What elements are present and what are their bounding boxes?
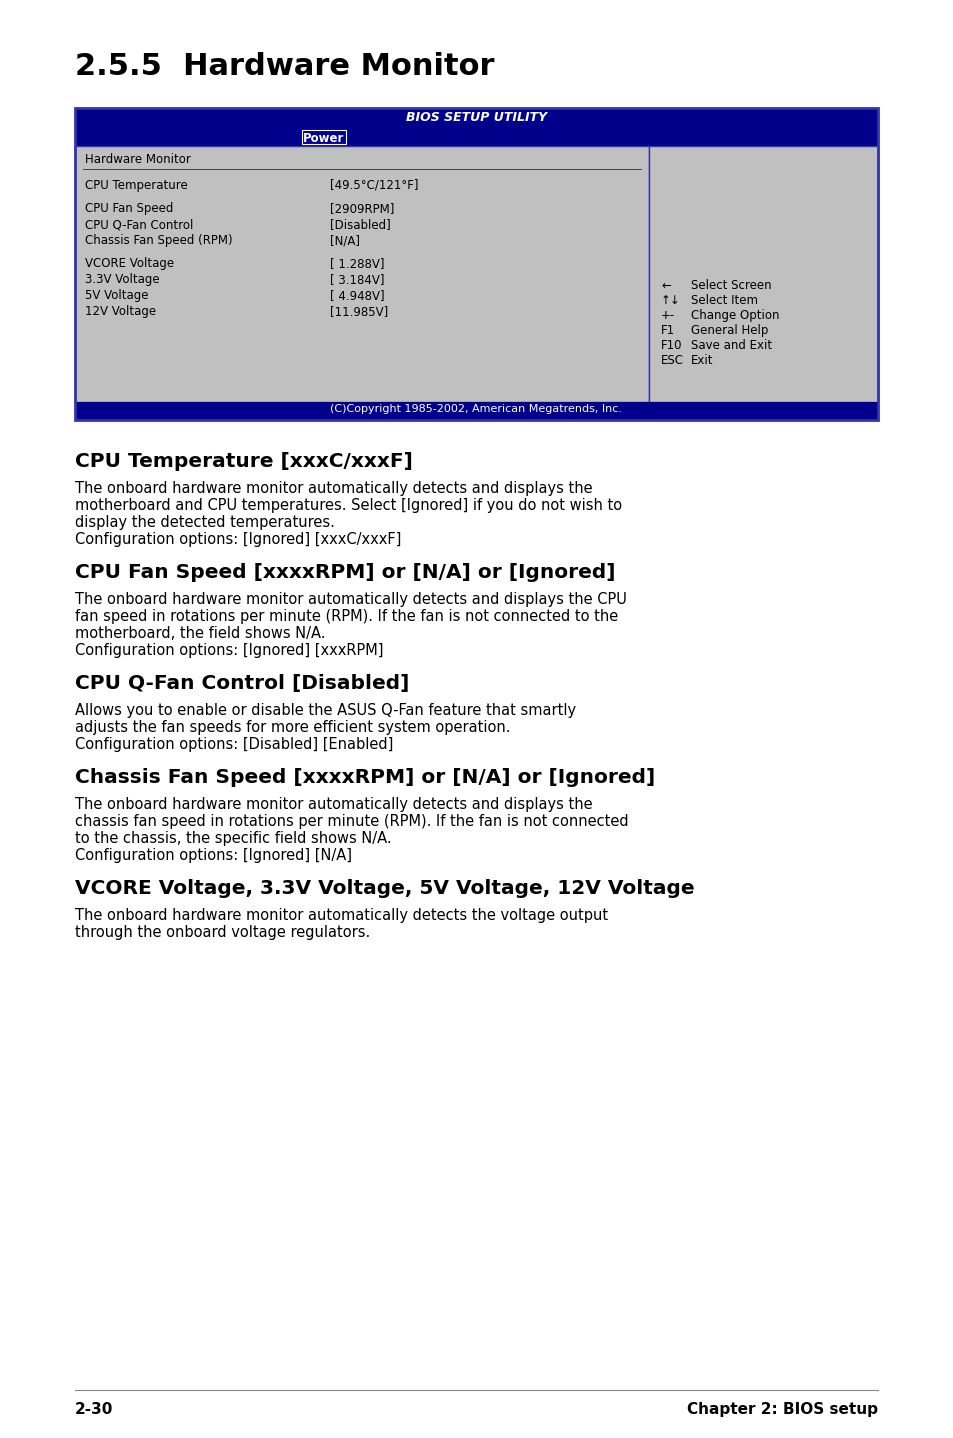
Text: [Disabled]: [Disabled] <box>330 219 391 232</box>
Text: CPU Q-Fan Control [Disabled]: CPU Q-Fan Control [Disabled] <box>75 674 409 693</box>
Bar <box>75 403 877 420</box>
Text: [ 4.948V]: [ 4.948V] <box>330 289 384 302</box>
Bar <box>75 108 877 420</box>
Text: [ 3.184V]: [ 3.184V] <box>330 273 384 286</box>
Text: 2-30: 2-30 <box>75 1402 113 1416</box>
Text: CPU Temperature: CPU Temperature <box>85 178 188 193</box>
Text: CPU Q-Fan Control: CPU Q-Fan Control <box>85 219 193 232</box>
Text: [49.5°C/121°F]: [49.5°C/121°F] <box>330 178 418 193</box>
Text: The onboard hardware monitor automatically detects the voltage output: The onboard hardware monitor automatical… <box>75 909 607 923</box>
Text: BIOS SETUP UTILITY: BIOS SETUP UTILITY <box>406 111 546 124</box>
Text: The onboard hardware monitor automatically detects and displays the CPU: The onboard hardware monitor automatical… <box>75 592 626 607</box>
Text: Configuration options: [Ignored] [xxxC/xxxF]: Configuration options: [Ignored] [xxxC/x… <box>75 532 401 546</box>
Text: ↑↓: ↑↓ <box>660 295 680 308</box>
Text: F10: F10 <box>660 339 681 352</box>
Text: display the detected temperatures.: display the detected temperatures. <box>75 515 335 531</box>
Text: Power: Power <box>303 132 344 145</box>
Text: [2909RPM]: [2909RPM] <box>330 201 394 216</box>
Text: Save and Exit: Save and Exit <box>690 339 771 352</box>
Text: fan speed in rotations per minute (RPM). If the fan is not connected to the: fan speed in rotations per minute (RPM).… <box>75 610 618 624</box>
Text: adjusts the fan speeds for more efficient system operation.: adjusts the fan speeds for more efficien… <box>75 720 510 735</box>
Text: Hardware Monitor: Hardware Monitor <box>85 152 191 165</box>
Text: Allows you to enable or disable the ASUS Q-Fan feature that smartly: Allows you to enable or disable the ASUS… <box>75 703 576 718</box>
Text: General Help: General Help <box>690 324 767 336</box>
Text: [11.985V]: [11.985V] <box>330 305 388 318</box>
Text: Select Item: Select Item <box>690 295 758 308</box>
Text: through the onboard voltage regulators.: through the onboard voltage regulators. <box>75 925 370 940</box>
Text: VCORE Voltage, 3.3V Voltage, 5V Voltage, 12V Voltage: VCORE Voltage, 3.3V Voltage, 5V Voltage,… <box>75 879 694 899</box>
Text: Chapter 2: BIOS setup: Chapter 2: BIOS setup <box>686 1402 877 1416</box>
Text: chassis fan speed in rotations per minute (RPM). If the fan is not connected: chassis fan speed in rotations per minut… <box>75 814 628 830</box>
Bar <box>75 128 877 147</box>
Text: motherboard and CPU temperatures. Select [Ignored] if you do not wish to: motherboard and CPU temperatures. Select… <box>75 498 621 513</box>
Text: F1: F1 <box>660 324 675 336</box>
Bar <box>648 147 877 403</box>
Text: to the chassis, the specific field shows N/A.: to the chassis, the specific field shows… <box>75 831 392 846</box>
Bar <box>302 129 346 144</box>
Text: Chassis Fan Speed (RPM): Chassis Fan Speed (RPM) <box>85 234 233 247</box>
Bar <box>75 147 648 403</box>
Text: (C)Copyright 1985-2002, American Megatrends, Inc.: (C)Copyright 1985-2002, American Megatre… <box>330 404 622 414</box>
Text: 2.5.5  Hardware Monitor: 2.5.5 Hardware Monitor <box>75 52 494 81</box>
Text: ←: ← <box>660 279 670 292</box>
Text: Select Screen: Select Screen <box>690 279 771 292</box>
Text: Configuration options: [Ignored] [N/A]: Configuration options: [Ignored] [N/A] <box>75 848 352 863</box>
Text: VCORE Voltage: VCORE Voltage <box>85 257 174 270</box>
Bar <box>75 108 877 128</box>
Text: ESC: ESC <box>660 354 683 367</box>
Text: Configuration options: [Ignored] [xxxRPM]: Configuration options: [Ignored] [xxxRPM… <box>75 643 383 659</box>
Text: Configuration options: [Disabled] [Enabled]: Configuration options: [Disabled] [Enabl… <box>75 738 393 752</box>
Text: The onboard hardware monitor automatically detects and displays the: The onboard hardware monitor automatical… <box>75 480 592 496</box>
Text: CPU Fan Speed [xxxxRPM] or [N/A] or [Ignored]: CPU Fan Speed [xxxxRPM] or [N/A] or [Ign… <box>75 564 615 582</box>
Text: [ 1.288V]: [ 1.288V] <box>330 257 384 270</box>
Text: +-: +- <box>660 309 675 322</box>
Text: Chassis Fan Speed [xxxxRPM] or [N/A] or [Ignored]: Chassis Fan Speed [xxxxRPM] or [N/A] or … <box>75 768 655 787</box>
Text: Change Option: Change Option <box>690 309 779 322</box>
Text: 12V Voltage: 12V Voltage <box>85 305 156 318</box>
Text: [N/A]: [N/A] <box>330 234 359 247</box>
Text: The onboard hardware monitor automatically detects and displays the: The onboard hardware monitor automatical… <box>75 797 592 812</box>
Text: CPU Fan Speed: CPU Fan Speed <box>85 201 173 216</box>
Text: CPU Temperature [xxxC/xxxF]: CPU Temperature [xxxC/xxxF] <box>75 452 413 472</box>
Text: Exit: Exit <box>690 354 713 367</box>
Text: motherboard, the field shows N/A.: motherboard, the field shows N/A. <box>75 626 325 641</box>
Text: 3.3V Voltage: 3.3V Voltage <box>85 273 159 286</box>
Text: 5V Voltage: 5V Voltage <box>85 289 149 302</box>
